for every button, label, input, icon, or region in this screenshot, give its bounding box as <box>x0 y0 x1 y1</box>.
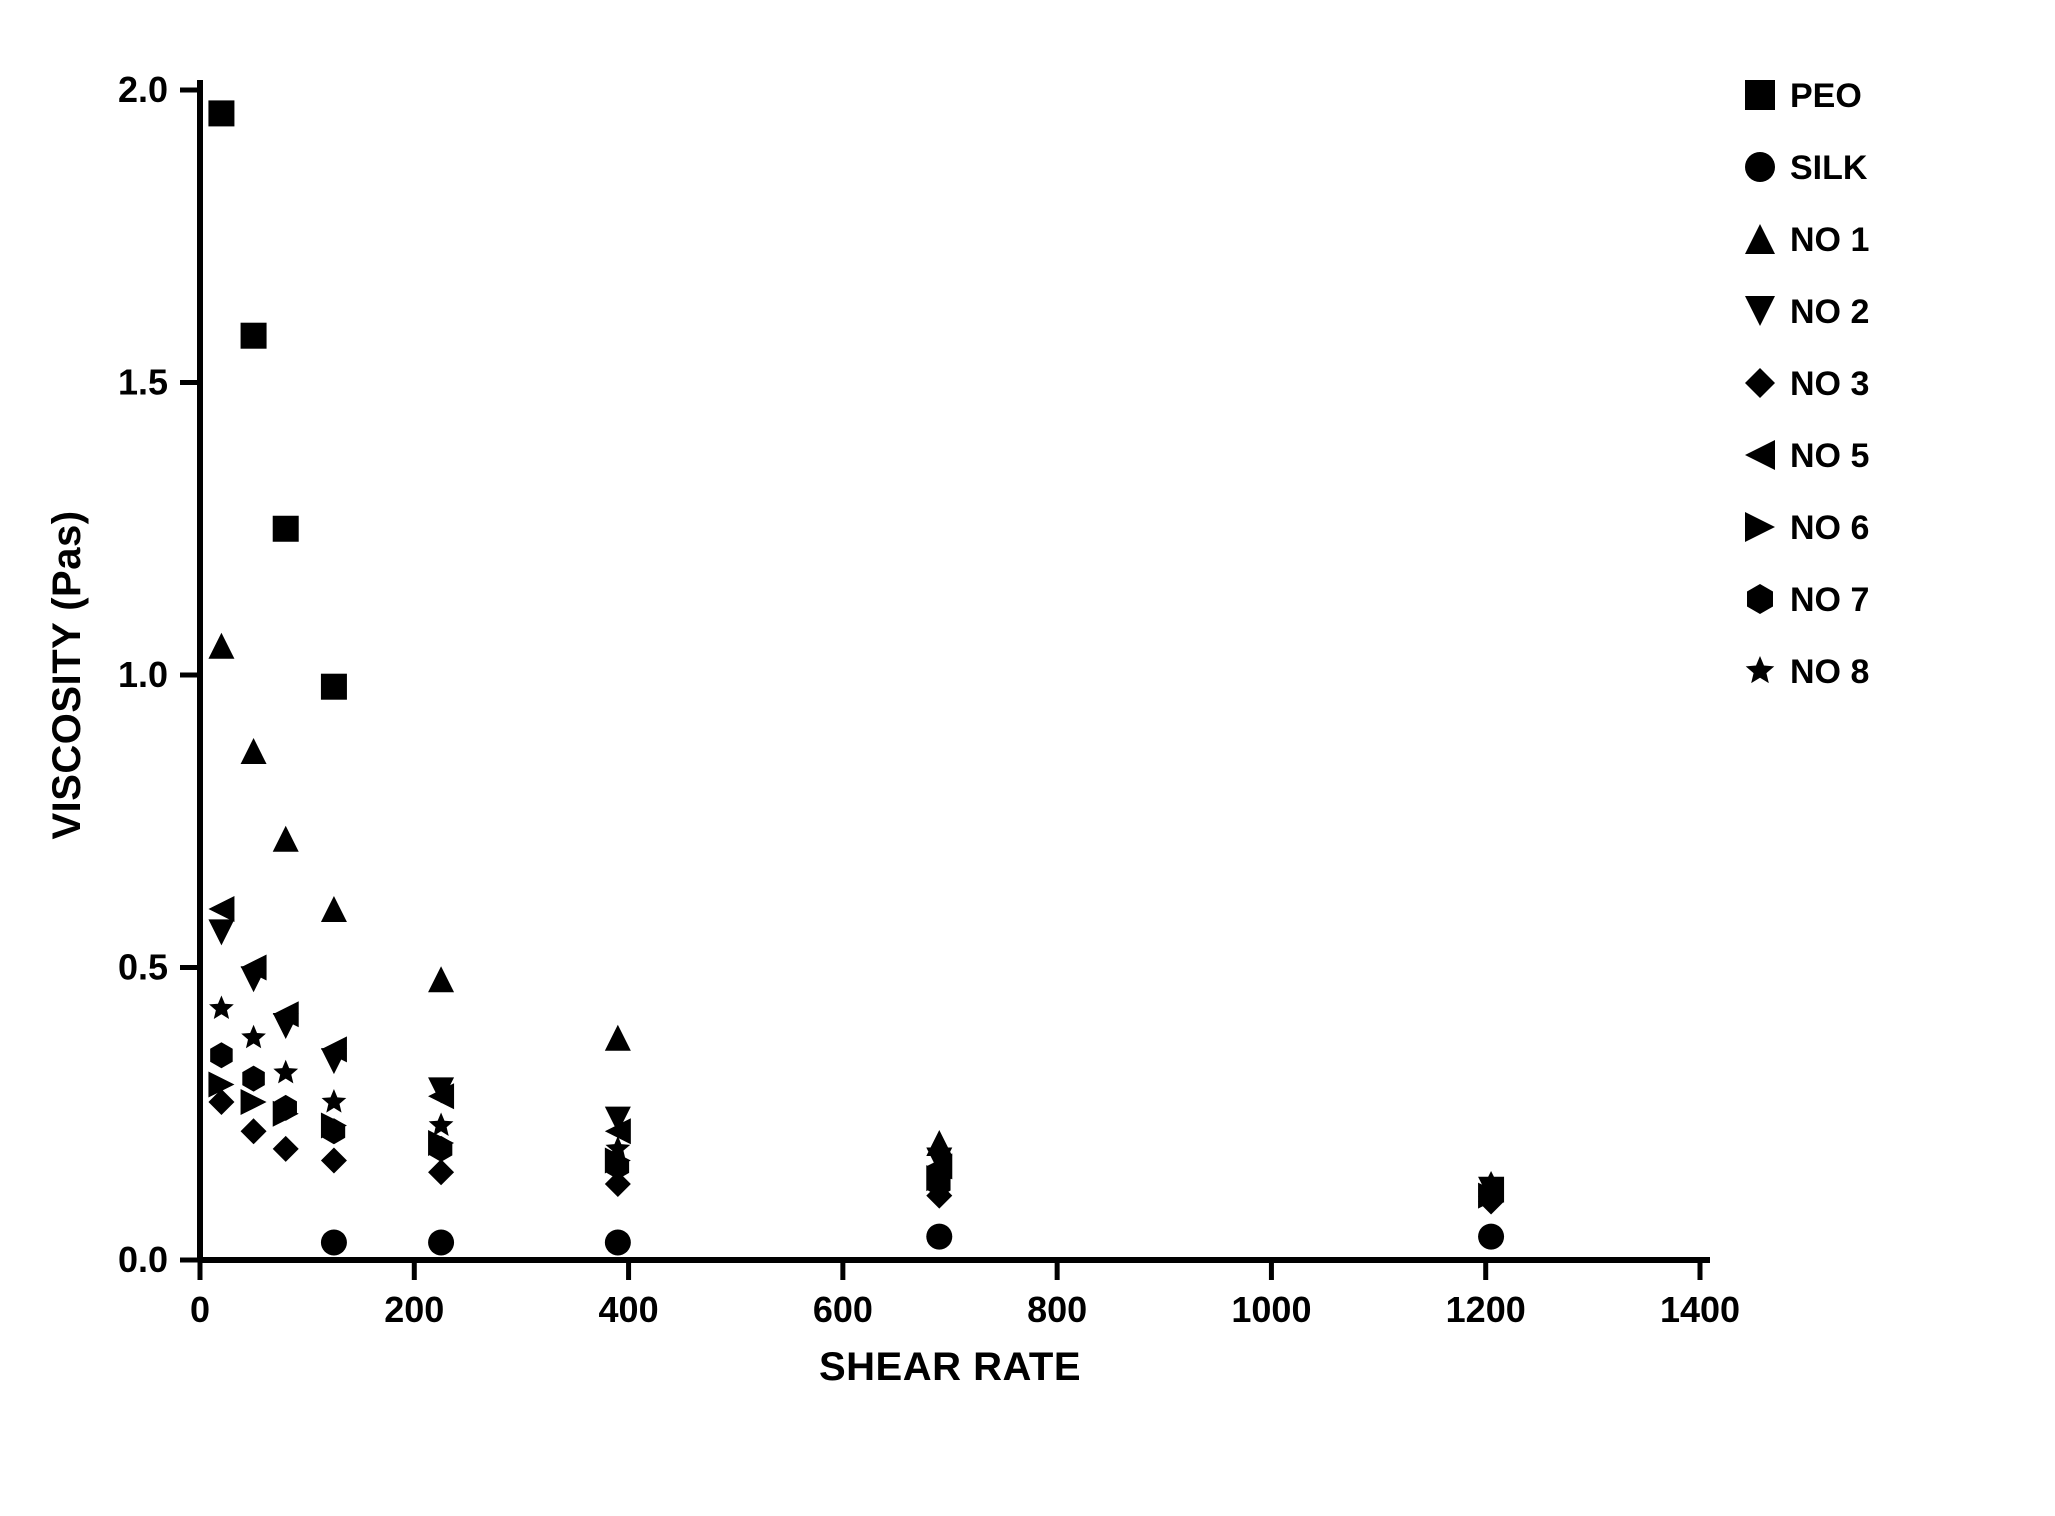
legend-label: NO 6 <box>1790 509 1869 547</box>
y-tick-label: 1.0 <box>118 654 168 695</box>
legend-item-SILK: SILK <box>1745 149 1868 187</box>
x-tick-label: 200 <box>384 1289 444 1330</box>
chart-container: 0 200 400 600 800 1000 1200 1400 0.0 0.5 1.0 1.5 2.0… <box>0 0 2055 1516</box>
scatter-chart: 0 200 400 600 800 1000 1200 1400 0.0 0.5 1.0 1.5 2.0… <box>0 0 2055 1516</box>
x-tick-label: 1200 <box>1446 1289 1526 1330</box>
legend: PEO SILK NO 1 NO 2 NO 3 NO 5 NO 6 NO 7 NO 8 <box>1745 77 1869 691</box>
x-tick-label: 1400 <box>1660 1289 1740 1330</box>
y-tick-label: 2.0 <box>118 69 168 110</box>
legend-label: NO 1 <box>1790 221 1869 259</box>
x-tick-label: 800 <box>1027 1289 1087 1330</box>
x-tick-label: 1000 <box>1231 1289 1311 1330</box>
legend-label: NO 5 <box>1790 437 1869 475</box>
x-tick-label: 400 <box>599 1289 659 1330</box>
legend-label: NO 7 <box>1790 581 1869 619</box>
legend-label: SILK <box>1790 149 1868 187</box>
y-tick-label: 0.5 <box>118 947 168 988</box>
y-tick-label: 0.0 <box>118 1239 168 1280</box>
y-tick-label: 1.5 <box>118 362 168 403</box>
x-axis-label: SHEAR RATE <box>819 1345 1081 1389</box>
legend-label: PEO <box>1790 77 1862 115</box>
legend-item-PEO: PEO <box>1745 77 1862 115</box>
x-tick-label: 600 <box>813 1289 873 1330</box>
legend-label: NO 8 <box>1790 653 1869 691</box>
x-tick-label: 0 <box>190 1289 210 1330</box>
y-axis-label: VISCOSITY (Pas) <box>45 510 89 839</box>
legend-label: NO 3 <box>1790 365 1869 403</box>
legend-label: NO 2 <box>1790 293 1869 331</box>
